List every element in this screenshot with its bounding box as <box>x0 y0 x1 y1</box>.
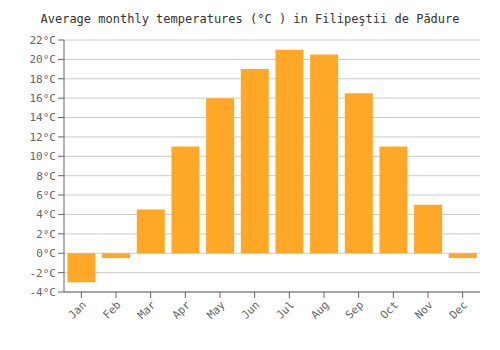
svg-text:Oct: Oct <box>378 298 401 321</box>
svg-text:Jan: Jan <box>66 298 89 321</box>
svg-text:Nov: Nov <box>412 298 436 322</box>
svg-text:16°C: 16°C <box>30 92 57 105</box>
svg-text:14°C: 14°C <box>30 111 57 124</box>
svg-text:0°C: 0°C <box>36 247 56 260</box>
svg-text:Mar: Mar <box>135 298 159 322</box>
svg-text:6°C: 6°C <box>36 189 56 202</box>
svg-text:Jul: Jul <box>274 298 297 321</box>
svg-text:Dec: Dec <box>447 298 470 321</box>
svg-text:Feb: Feb <box>100 298 123 321</box>
svg-text:-4°C: -4°C <box>30 286 57 299</box>
svg-text:12°C: 12°C <box>30 131 57 144</box>
svg-text:Aug: Aug <box>308 298 331 321</box>
svg-text:Jun: Jun <box>239 298 262 321</box>
html-text:Average monthly temperatures (: Average monthly temperatures (°C ) in Fi… <box>40 12 460 26</box>
svg-text:10°C: 10°C <box>30 150 57 163</box>
svg-text:20°C: 20°C <box>30 53 57 66</box>
svg-text:Apr: Apr <box>170 298 194 322</box>
svg-text:-2°C: -2°C <box>30 267 57 280</box>
svg-text:May: May <box>204 298 228 322</box>
svg-text:4°C: 4°C <box>36 208 56 221</box>
svg-text:Sep: Sep <box>343 298 366 321</box>
svg-text:8°C: 8°C <box>36 170 56 183</box>
svg-text:22°C: 22°C <box>30 34 57 47</box>
svg-text:18°C: 18°C <box>30 73 57 86</box>
svg-text:2°C: 2°C <box>36 228 56 241</box>
